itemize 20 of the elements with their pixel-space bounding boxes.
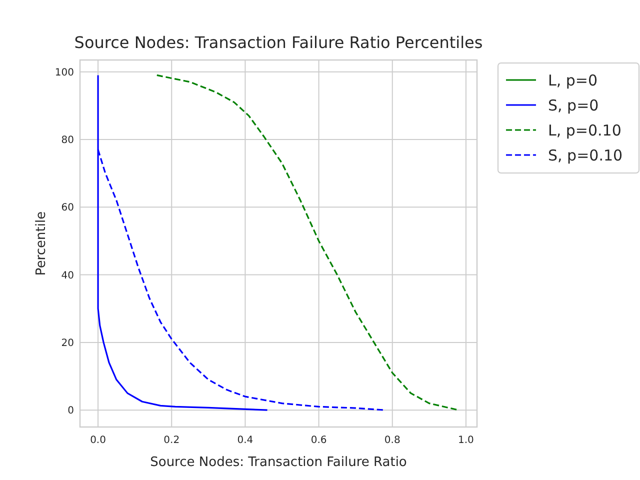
x-tick-label: 0.0 bbox=[90, 435, 106, 446]
legend-label: L, p=0.10 bbox=[548, 121, 622, 140]
x-axis-title: Source Nodes: Transaction Failure Ratio bbox=[150, 455, 407, 470]
y-tick-label: 80 bbox=[61, 134, 74, 146]
x-tick-label: 0.8 bbox=[384, 435, 400, 446]
chart-title: Source Nodes: Transaction Failure Ratio Percentiles bbox=[74, 33, 483, 52]
x-tick-label: 1.0 bbox=[458, 435, 474, 446]
y-tick-label: 100 bbox=[54, 67, 74, 78]
legend-label: L, p=0 bbox=[548, 71, 598, 90]
legend-label: S, p=0.10 bbox=[548, 146, 623, 164]
y-tick-label: 60 bbox=[61, 202, 74, 214]
line-series bbox=[156, 74, 460, 411]
x-tick-label: 0.4 bbox=[237, 435, 254, 446]
x-tick-label: 0.6 bbox=[310, 435, 327, 446]
y-tick-label: 0 bbox=[68, 406, 74, 417]
x-tick-label: 0.2 bbox=[164, 435, 180, 446]
legend-label: S, p=0 bbox=[548, 96, 599, 114]
y-tick-label: 20 bbox=[61, 338, 74, 349]
y-axis-title: Percentile bbox=[34, 211, 49, 276]
y-tick-label: 40 bbox=[61, 270, 74, 282]
